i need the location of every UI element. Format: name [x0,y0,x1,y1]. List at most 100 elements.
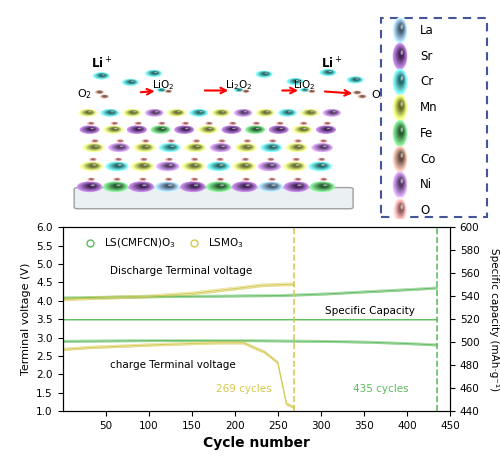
Circle shape [292,183,304,188]
Circle shape [216,110,227,115]
Circle shape [102,109,118,116]
Circle shape [300,88,310,92]
Circle shape [106,162,128,171]
Circle shape [315,183,332,190]
Circle shape [266,111,269,112]
Circle shape [170,158,171,159]
Circle shape [294,178,301,181]
Circle shape [231,122,235,124]
Circle shape [270,140,276,142]
Circle shape [260,72,270,76]
Circle shape [229,128,236,131]
Circle shape [266,158,275,161]
Circle shape [102,182,128,192]
Circle shape [293,158,300,161]
Circle shape [293,145,303,149]
Circle shape [232,161,256,171]
Circle shape [223,126,240,134]
Circle shape [160,162,178,170]
Circle shape [174,125,194,134]
Circle shape [393,121,407,146]
Circle shape [268,139,277,143]
Circle shape [96,73,108,78]
Circle shape [326,71,332,73]
Circle shape [324,178,326,179]
Circle shape [100,109,119,117]
Circle shape [78,182,101,191]
Circle shape [97,91,102,93]
Circle shape [284,110,293,114]
Circle shape [236,89,242,91]
Circle shape [289,144,306,151]
Circle shape [270,140,275,142]
Circle shape [264,183,279,189]
Circle shape [136,183,149,188]
Circle shape [323,70,334,75]
Circle shape [196,111,203,114]
Circle shape [102,95,108,97]
Circle shape [228,122,237,125]
Circle shape [142,140,149,142]
Circle shape [360,95,365,97]
Circle shape [246,140,249,141]
Circle shape [263,144,280,151]
Circle shape [162,144,178,151]
Circle shape [290,79,302,84]
Circle shape [92,158,95,160]
Circle shape [116,158,121,160]
Circle shape [356,91,360,93]
Circle shape [112,144,127,150]
Circle shape [106,126,122,133]
Circle shape [114,122,116,124]
Circle shape [128,126,146,134]
Circle shape [232,128,236,129]
Circle shape [322,140,326,142]
Circle shape [318,158,324,161]
Circle shape [272,146,276,147]
Circle shape [139,158,148,161]
Circle shape [173,110,182,114]
Circle shape [138,184,148,188]
Circle shape [292,158,300,161]
Circle shape [304,122,306,123]
Circle shape [296,140,301,142]
Circle shape [302,109,318,116]
Circle shape [212,144,230,151]
Circle shape [170,109,184,116]
Circle shape [245,125,265,134]
Circle shape [148,110,162,116]
Circle shape [126,109,140,116]
Circle shape [134,122,142,125]
Circle shape [182,128,189,131]
Circle shape [236,182,254,190]
Circle shape [164,164,174,168]
Circle shape [324,122,331,125]
Circle shape [139,164,148,168]
Circle shape [85,144,103,151]
Circle shape [234,88,243,92]
Circle shape [239,183,252,189]
Circle shape [284,110,294,115]
Circle shape [150,110,160,115]
Circle shape [321,164,325,166]
Circle shape [88,122,94,125]
Circle shape [174,111,181,114]
Circle shape [110,183,124,189]
Circle shape [350,77,362,82]
Circle shape [222,125,242,134]
Circle shape [199,126,217,134]
Circle shape [396,201,405,217]
Circle shape [270,140,276,142]
Circle shape [152,72,158,74]
Circle shape [308,111,314,114]
Circle shape [168,146,175,149]
Circle shape [243,90,249,92]
Circle shape [322,140,326,141]
Circle shape [114,158,123,161]
Circle shape [270,158,273,160]
Circle shape [213,109,230,116]
Circle shape [194,140,199,142]
Circle shape [296,80,298,81]
Circle shape [210,182,228,190]
Circle shape [239,110,249,115]
